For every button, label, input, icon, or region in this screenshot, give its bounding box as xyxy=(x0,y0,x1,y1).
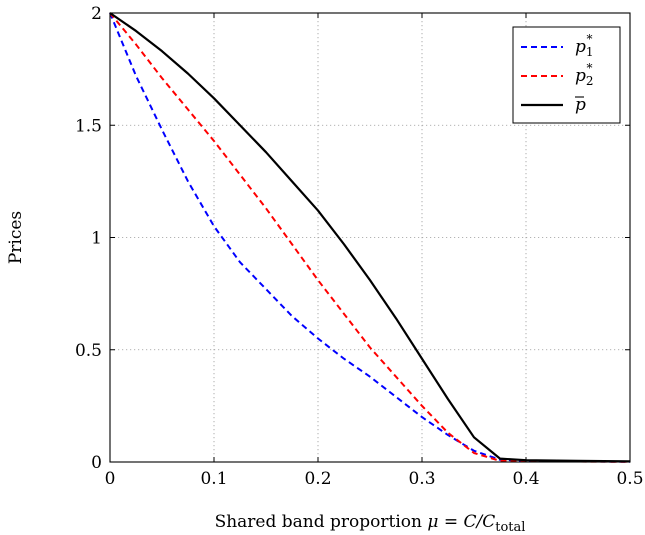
legend-label: p xyxy=(575,95,586,115)
legend-item-3: p xyxy=(521,95,586,115)
x-axis-label: Shared band proportion μ = C/Ctotal xyxy=(215,512,526,535)
x-axis-label-mu: μ xyxy=(427,512,438,532)
y-tick-label: 1.5 xyxy=(75,116,102,136)
x-axis-label-sub: total xyxy=(495,520,525,535)
legend-label: p1* xyxy=(575,32,594,59)
y-tick-label: 2 xyxy=(91,4,102,24)
x-tick-labels: 0 0.1 0.2 0.3 0.4 0.5 xyxy=(105,469,644,489)
x-tick-label: 0.1 xyxy=(200,469,227,489)
series-lines xyxy=(109,12,631,463)
series-line-2 xyxy=(109,12,631,463)
x-tick-label: 0.2 xyxy=(304,469,331,489)
x-tick-label: 0 xyxy=(105,469,116,489)
y-tick-label: 0 xyxy=(91,453,102,473)
y-tick-label: 1 xyxy=(91,229,102,249)
y-axis-label: Prices xyxy=(6,211,26,264)
series-line-3 xyxy=(109,12,631,463)
x-tick-label: 0.3 xyxy=(408,469,435,489)
grid-lines xyxy=(110,13,630,462)
axis-ticks xyxy=(109,12,631,463)
legend-box xyxy=(512,26,621,124)
x-axis-label-prefix: Shared band proportion xyxy=(215,512,428,532)
x-tick-label: 0.5 xyxy=(616,469,643,489)
legend-label: p2* xyxy=(575,61,594,88)
series-line-1 xyxy=(109,12,631,463)
legend-item-2: p2* xyxy=(521,61,594,88)
x-tick-label: 0.4 xyxy=(512,469,539,489)
y-tick-label: 0.5 xyxy=(75,341,102,361)
legend: p1* p2* p xyxy=(512,26,621,124)
y-tick-labels: 0 0.5 1 1.5 2 xyxy=(75,4,102,473)
legend-item-1: p1* xyxy=(521,32,594,59)
x-axis-label-eq: = C/C xyxy=(438,512,495,532)
